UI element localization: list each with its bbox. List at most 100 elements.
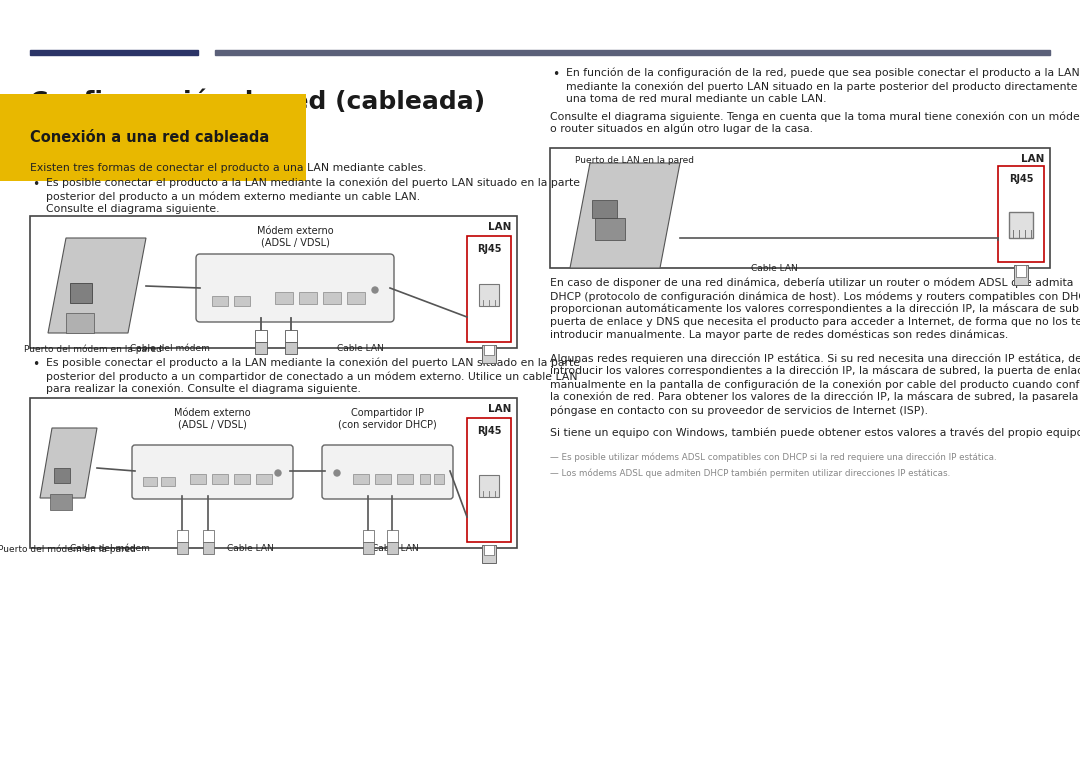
Text: — Los módems ADSL que admiten DHCP también permiten utilizar direcciones IP está: — Los módems ADSL que admiten DHCP tambi… <box>550 468 950 478</box>
Text: •: • <box>32 358 39 371</box>
Bar <box>30 50 198 55</box>
Bar <box>550 148 1050 268</box>
Circle shape <box>275 470 281 476</box>
Text: RJ45: RJ45 <box>476 244 501 254</box>
Text: Existen tres formas de conectar el producto a una LAN mediante cables.: Existen tres formas de conectar el produ… <box>30 163 427 173</box>
Text: RJ45: RJ45 <box>1009 174 1034 184</box>
Bar <box>467 236 511 342</box>
Text: Compartidor IP
(con servidor DHCP): Compartidor IP (con servidor DHCP) <box>338 408 437 430</box>
Bar <box>255 342 267 354</box>
FancyBboxPatch shape <box>132 445 293 499</box>
Text: mediante la conexión del puerto LAN situado en la parte posterior del producto d: mediante la conexión del puerto LAN situ… <box>566 81 1080 92</box>
Bar <box>595 218 625 240</box>
Text: Es posible conectar el producto a la LAN mediante la conexión del puerto LAN sit: Es posible conectar el producto a la LAN… <box>46 178 580 188</box>
Text: proporcionan automáticamente los valores correspondientes a la dirección IP, la : proporcionan automáticamente los valores… <box>550 304 1080 314</box>
Bar <box>54 468 70 483</box>
Text: introducir los valores correspondientes a la dirección IP, la máscara de subred,: introducir los valores correspondientes … <box>550 366 1080 376</box>
Bar <box>255 330 267 342</box>
Text: Cable LAN: Cable LAN <box>751 264 797 273</box>
Bar <box>1014 265 1028 285</box>
Bar <box>363 542 374 554</box>
Text: LAN: LAN <box>488 222 511 232</box>
Text: Cable del módem: Cable del módem <box>70 544 150 553</box>
Bar <box>50 494 72 510</box>
Polygon shape <box>48 238 146 333</box>
Text: Cable del módem: Cable del módem <box>130 344 210 353</box>
Text: para realizar la conexión. Consulte el diagrama siguiente.: para realizar la conexión. Consulte el d… <box>46 384 361 394</box>
Bar <box>353 474 369 484</box>
Bar <box>1016 265 1026 277</box>
Bar <box>420 474 430 484</box>
Text: Configuración de red (cableada): Configuración de red (cableada) <box>30 88 485 114</box>
Text: la conexión de red. Para obtener los valores de la dirección IP, la máscara de s: la conexión de red. Para obtener los val… <box>550 392 1080 403</box>
Text: Puerto de LAN en la pared: Puerto de LAN en la pared <box>575 156 694 165</box>
Text: una toma de red mural mediante un cable LAN.: una toma de red mural mediante un cable … <box>566 94 826 104</box>
Bar <box>30 398 517 548</box>
Text: DHCP (protocolo de configuración dinámica de host). Los módems y routers compati: DHCP (protocolo de configuración dinámic… <box>550 291 1080 301</box>
Bar <box>70 283 92 303</box>
Bar <box>203 542 214 554</box>
Text: Algunas redes requieren una dirección IP estática. Si su red necesita una direcc: Algunas redes requieren una dirección IP… <box>550 353 1080 363</box>
Text: Conexión a una red cableada: Conexión a una red cableada <box>30 130 269 145</box>
Bar <box>256 474 272 484</box>
Bar <box>203 530 214 542</box>
Bar <box>212 474 228 484</box>
Bar <box>484 545 494 555</box>
Bar <box>285 342 297 354</box>
Text: En función de la configuración de la red, puede que sea posible conectar el prod: En función de la configuración de la red… <box>566 68 1080 79</box>
FancyBboxPatch shape <box>322 445 453 499</box>
Text: manualmente en la pantalla de configuración de la conexión por cable del product: manualmente en la pantalla de configurac… <box>550 379 1080 389</box>
Text: Si tiene un equipo con Windows, también puede obtener estos valores a través del: Si tiene un equipo con Windows, también … <box>550 428 1080 439</box>
Bar <box>177 530 188 542</box>
Text: Es posible conectar el producto a la LAN mediante la conexión del puerto LAN sit: Es posible conectar el producto a la LAN… <box>46 358 580 369</box>
Bar <box>190 474 206 484</box>
Text: Consulte el diagrama siguiente.: Consulte el diagrama siguiente. <box>46 204 219 214</box>
Text: LAN: LAN <box>1021 154 1044 164</box>
Bar <box>592 200 617 218</box>
Text: puerta de enlace y DNS que necesita el producto para acceder a Internet, de form: puerta de enlace y DNS que necesita el p… <box>550 317 1080 327</box>
Text: Consulte el diagrama siguiente. Tenga en cuenta que la toma mural tiene conexión: Consulte el diagrama siguiente. Tenga en… <box>550 111 1080 121</box>
Text: posterior del producto a un compartidor de conectado a un módem externo. Utilice: posterior del producto a un compartidor … <box>46 371 578 382</box>
Bar <box>212 296 228 306</box>
Bar <box>363 530 374 542</box>
Text: introducir manualmente. La mayor parte de redes domésticas son redes dinámicas.: introducir manualmente. La mayor parte d… <box>550 330 1009 340</box>
Text: — Es posible utilizar módems ADSL compatibles con DHCP si la red requiere una di: — Es posible utilizar módems ADSL compat… <box>550 453 997 462</box>
Polygon shape <box>40 428 97 498</box>
Text: •: • <box>552 68 559 81</box>
Text: Módem externo
(ADSL / VDSL): Módem externo (ADSL / VDSL) <box>174 408 251 430</box>
Text: LAN: LAN <box>488 404 511 414</box>
Bar <box>66 313 94 333</box>
Text: o router situados en algún otro lugar de la casa.: o router situados en algún otro lugar de… <box>550 124 813 134</box>
Bar <box>467 418 511 542</box>
Text: RJ45: RJ45 <box>476 426 501 436</box>
Text: Módem externo
(ADSL / VDSL): Módem externo (ADSL / VDSL) <box>257 226 334 248</box>
Bar <box>275 292 293 304</box>
Text: posterior del producto a un módem externo mediante un cable LAN.: posterior del producto a un módem extern… <box>46 191 420 201</box>
Text: Cable LAN: Cable LAN <box>337 344 383 353</box>
Bar <box>299 292 318 304</box>
Circle shape <box>372 287 378 293</box>
Bar <box>161 477 175 486</box>
Text: •: • <box>32 178 39 191</box>
Bar <box>387 542 399 554</box>
FancyBboxPatch shape <box>195 254 394 322</box>
Bar <box>387 530 399 542</box>
Bar <box>347 292 365 304</box>
Bar <box>998 166 1044 262</box>
Bar <box>1009 212 1032 238</box>
Text: Cable LAN: Cable LAN <box>372 544 418 553</box>
Bar <box>397 474 413 484</box>
Circle shape <box>334 470 340 476</box>
Bar <box>484 345 494 355</box>
Bar <box>480 284 499 306</box>
Bar <box>177 542 188 554</box>
Bar <box>480 475 499 497</box>
Bar <box>143 477 157 486</box>
Bar <box>234 474 249 484</box>
Bar <box>482 345 496 363</box>
Bar <box>434 474 444 484</box>
Polygon shape <box>570 163 680 268</box>
Bar <box>215 50 1050 55</box>
Text: Puerto del módem en la pared: Puerto del módem en la pared <box>24 344 162 353</box>
Text: Puerto del módem en la pared: Puerto del módem en la pared <box>0 544 135 553</box>
